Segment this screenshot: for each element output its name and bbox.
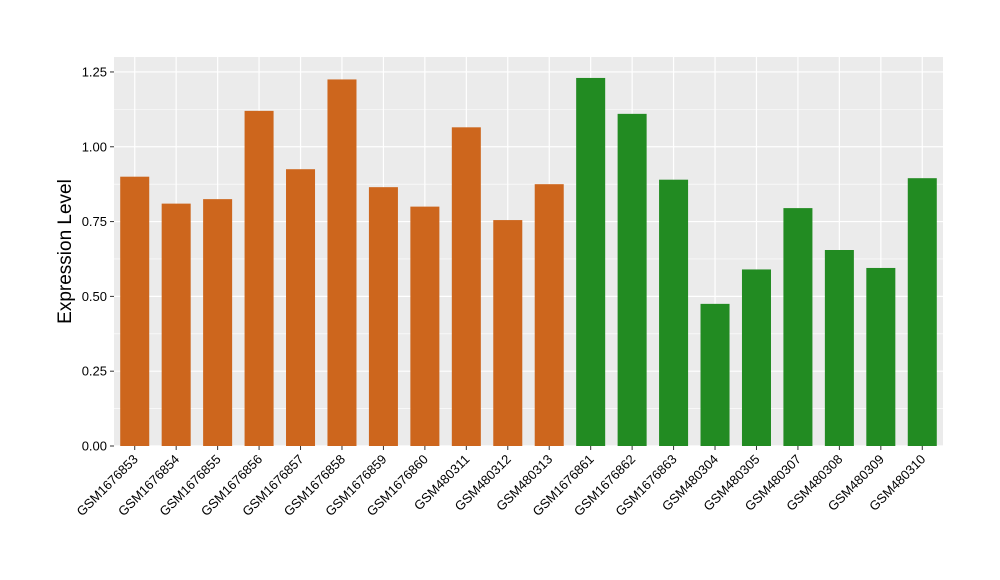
x-axis: GSM1676853GSM1676854GSM1676855GSM1676856… xyxy=(74,446,928,519)
plot-panel xyxy=(114,57,943,446)
bar-GSM480308 xyxy=(824,250,854,446)
y-tick-label: 1.00 xyxy=(82,139,107,154)
bar-GSM480312 xyxy=(493,220,523,446)
bar-GSM480310 xyxy=(907,178,937,446)
y-tick-label: 0.25 xyxy=(82,364,107,379)
bar-GSM1676858 xyxy=(327,79,357,446)
y-tick-label: 0.75 xyxy=(82,214,107,229)
y-tick-label: 0.50 xyxy=(82,289,107,304)
bar-GSM1676859 xyxy=(368,187,398,446)
bar-GSM1676854 xyxy=(161,203,191,446)
y-tick-label: 1.25 xyxy=(82,64,107,79)
y-axis-title: Expression Level xyxy=(55,179,76,324)
bar-GSM1676856 xyxy=(244,110,274,446)
y-tick-label: 0.00 xyxy=(82,439,107,454)
bar-GSM480305 xyxy=(741,269,771,446)
y-axis: 0.00 0.25 0.50 0.75 1.00 1.25 xyxy=(82,64,114,454)
bar-GSM1676853 xyxy=(120,176,150,446)
bar-GSM480307 xyxy=(783,208,813,446)
bar-GSM480311 xyxy=(451,127,481,447)
bar-GSM1676857 xyxy=(286,169,316,446)
bar-GSM480304 xyxy=(700,303,730,446)
bar-GSM1676860 xyxy=(410,206,440,446)
bar-GSM1676863 xyxy=(659,179,689,446)
bar-GSM1676861 xyxy=(576,77,606,446)
bars xyxy=(120,77,937,447)
bar-GSM480309 xyxy=(866,267,896,446)
bar-GSM1676862 xyxy=(617,113,647,446)
bar-GSM480313 xyxy=(534,184,564,446)
bar-GSM1676855 xyxy=(203,199,233,446)
